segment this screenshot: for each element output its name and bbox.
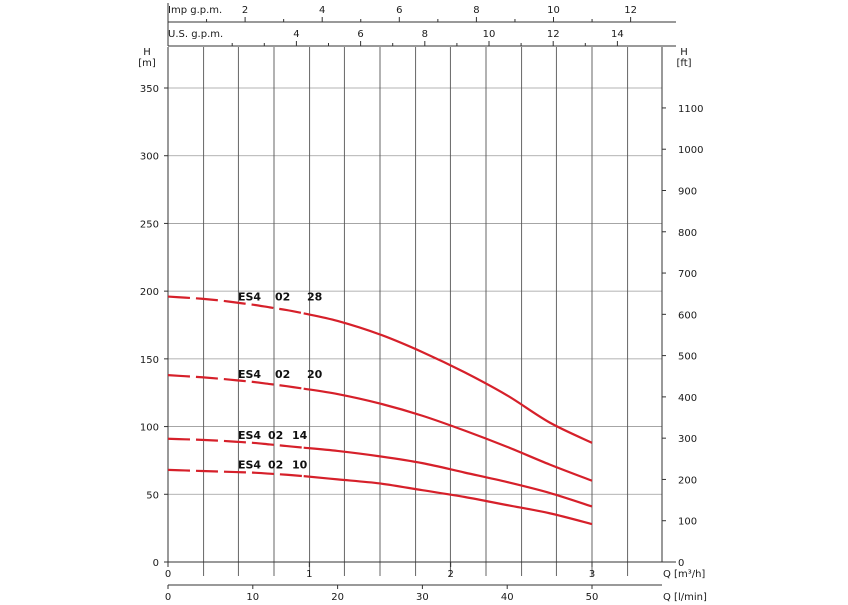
top-us-tick-label: 10	[483, 29, 496, 40]
left-tick-label: 150	[140, 355, 159, 366]
bottom-lmin-tick-label: 40	[501, 592, 514, 603]
curve-label-model: ES4	[238, 429, 261, 442]
left-tick-label: 350	[140, 84, 159, 95]
right-tick-label: 1000	[678, 145, 703, 156]
right-tick-label: 500	[678, 352, 697, 363]
right-tick-label: 100	[678, 517, 697, 528]
left-tick-label: 200	[140, 287, 159, 298]
top-imp-axis-label: Imp g.p.m.	[168, 5, 222, 16]
curve-label-size: 14	[292, 429, 308, 442]
bottom-lmin-tick-label: 30	[416, 592, 429, 603]
right-axis-label-h: H	[680, 47, 688, 58]
left-axis-label-h: H	[143, 47, 151, 58]
top-us-tick-label: 6	[357, 29, 363, 40]
right-tick-label: 800	[678, 228, 697, 239]
curve-label-stage: 02	[275, 368, 290, 381]
curve-label-size: 20	[307, 368, 323, 381]
bottom-lmin-tick-label: 0	[165, 592, 171, 603]
top-imp-tick-label: 6	[396, 5, 402, 16]
bottom-m3h-tick-label: 0	[165, 569, 171, 580]
curve-labels: ES4 02 28 ES4 02 20 ES4 02 14 ES4 02 10	[238, 291, 323, 472]
curve-dashed-segment	[167, 437, 304, 449]
right-tick-label: 1100	[678, 104, 703, 115]
performance-curves	[167, 295, 593, 526]
bottom-lmin-tick-label: 10	[246, 592, 259, 603]
curve-solid-segment	[303, 387, 593, 482]
curve-dashed-segment	[167, 374, 304, 390]
right-tick-label: 900	[678, 186, 697, 197]
left-axis-label-unit: [m]	[138, 58, 156, 69]
curve-solid-segment	[303, 446, 593, 508]
left-tick-label: 250	[140, 219, 159, 230]
bottom-m3h-tick-label: 3	[589, 569, 595, 580]
curve-dashed-segment	[167, 295, 304, 315]
left-tick-label: 300	[140, 152, 159, 163]
axes	[164, 3, 676, 589]
top-imp-tick-label: 12	[624, 5, 637, 16]
curve-label-stage: 02	[268, 459, 283, 472]
bottom-lmin-unit-label: Q [l/min]	[663, 592, 707, 603]
right-tick-label: 300	[678, 434, 697, 445]
curve-solid-segment	[303, 312, 593, 444]
right-tick-label: 700	[678, 269, 697, 280]
top-imp-tick-label: 8	[473, 5, 479, 16]
tick-labels: 0501001502002503003500100200300400500600…	[140, 5, 704, 603]
left-tick-label: 50	[146, 490, 159, 501]
curve-label-stage: 02	[268, 429, 283, 442]
curve-label-model: ES4	[238, 291, 261, 304]
right-tick-label: 400	[678, 393, 697, 404]
curve-label-model: ES4	[238, 368, 261, 381]
right-tick-label: 600	[678, 310, 697, 321]
top-imp-tick-label: 4	[319, 5, 325, 16]
top-us-axis-label: U.S. g.p.m.	[168, 29, 223, 40]
left-tick-label: 100	[140, 423, 159, 434]
curve-label-stage: 02	[275, 291, 290, 304]
grid-lines	[168, 47, 662, 576]
top-us-tick-label: 8	[422, 29, 428, 40]
top-imp-tick-label: 10	[547, 5, 560, 16]
bottom-m3h-tick-label: 1	[306, 569, 312, 580]
curve-dashed-segment	[167, 468, 304, 478]
top-us-tick-label: 12	[547, 29, 560, 40]
curve-label-size: 10	[292, 459, 308, 472]
bottom-lmin-tick-label: 20	[331, 592, 344, 603]
right-axis-label-unit: [ft]	[676, 58, 691, 69]
curve-solid-segment	[303, 475, 593, 526]
top-imp-tick-label: 2	[242, 5, 248, 16]
bottom-m3h-unit-label: Q [m³/h]	[663, 569, 705, 580]
bottom-m3h-tick-label: 2	[447, 569, 453, 580]
curve-label-model: ES4	[238, 459, 261, 472]
right-tick-label: 0	[678, 558, 684, 569]
curve-label-size: 28	[307, 291, 322, 304]
top-us-tick-label: 4	[293, 29, 299, 40]
right-tick-label: 200	[678, 475, 697, 486]
bottom-lmin-tick-label: 50	[586, 592, 599, 603]
left-tick-label: 0	[153, 558, 159, 569]
top-us-tick-label: 14	[611, 29, 624, 40]
